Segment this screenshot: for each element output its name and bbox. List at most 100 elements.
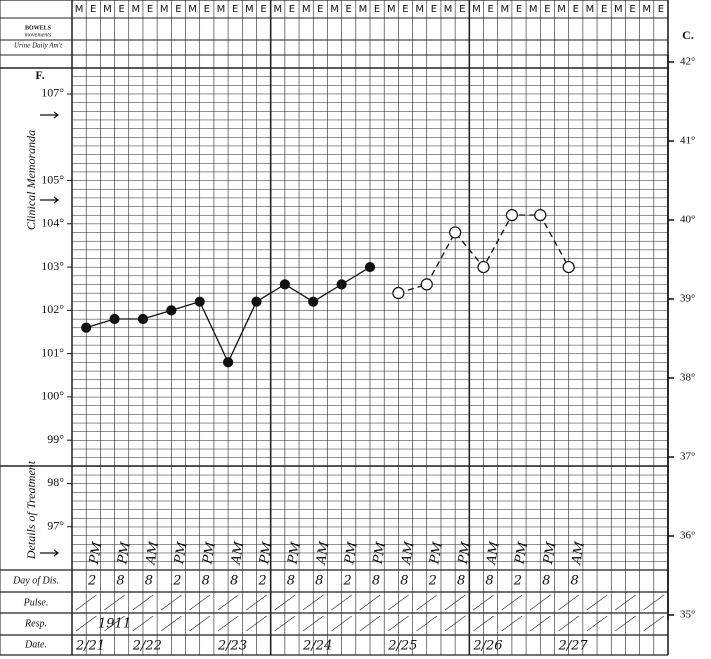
column-header: E: [374, 4, 380, 15]
grid-rule: [104, 615, 125, 632]
column-header: E: [175, 4, 181, 15]
row-label: Day of Dis.: [12, 575, 59, 586]
hour-mark: 8: [542, 574, 550, 589]
column-header: E: [119, 4, 125, 15]
column-header: M: [642, 4, 651, 15]
y-tick-label: 104°: [41, 216, 64, 230]
period-mark: AM: [569, 540, 588, 567]
grid-rule: [75, 615, 97, 632]
hour-mark: 8: [116, 574, 124, 589]
hour-mark: 8: [485, 574, 493, 589]
y2-tick-label: 39°: [680, 293, 695, 305]
column-header: E: [487, 4, 493, 15]
y-tick-label: 99°: [47, 432, 64, 446]
grid-rule: [529, 594, 551, 611]
arrow-icons: [40, 111, 59, 557]
grid-rule: [558, 615, 580, 632]
column-header: M: [245, 4, 254, 15]
grid-rule: [586, 615, 608, 632]
data-point: [109, 313, 120, 325]
date-mark: 2/21: [75, 639, 105, 654]
grid-rule: [359, 615, 381, 632]
column-header: M: [217, 4, 226, 15]
grid-rule: [104, 594, 125, 611]
period-mark: PM: [200, 540, 219, 566]
urine-label: Urine Daily Am't: [14, 42, 63, 50]
grid-rule: [160, 594, 182, 611]
column-header: M: [160, 4, 169, 15]
grid-rule: [274, 594, 296, 611]
y-axis-label: F.: [35, 68, 44, 82]
row-label: Pulse.: [23, 597, 49, 608]
column-header: E: [516, 4, 522, 15]
data-point: [279, 279, 290, 290]
hour-mark: 8: [400, 574, 408, 589]
column-header: E: [204, 4, 210, 15]
grid-rule: [132, 615, 154, 632]
column-header: M: [359, 4, 368, 15]
data-point: [194, 296, 205, 307]
y-tick-label: 103°: [41, 259, 64, 273]
hour-mark: 2: [172, 574, 181, 589]
y2-axis-label: C.: [682, 28, 694, 42]
bowels-label: BOWELS: [25, 25, 52, 31]
data-point: [449, 226, 462, 239]
y-tick-label: 100°: [41, 389, 64, 403]
column-header: M: [586, 4, 595, 15]
column-header: M: [614, 4, 623, 15]
hour-mark: 8: [230, 574, 238, 589]
column-header: E: [346, 4, 352, 15]
row-label: Date.: [24, 639, 47, 650]
data-point: [222, 357, 234, 368]
grid-rule: [615, 594, 636, 611]
data-point: [477, 260, 490, 274]
grid-rule: [274, 615, 296, 632]
y-tick-label: 107°: [41, 86, 64, 100]
column-header: E: [658, 4, 664, 15]
clinical-memoranda-label: Clinical Memoranda: [24, 130, 38, 230]
grid-rule: [359, 594, 381, 611]
y2-tick-label: 42°: [680, 56, 695, 68]
grid-rule: [501, 615, 523, 632]
date-mark: 2/24: [302, 639, 332, 654]
grid-rule: [586, 594, 608, 611]
column-header: E: [232, 4, 238, 15]
grid-rule: [558, 594, 580, 611]
grid-rule: [615, 615, 636, 632]
y-tick-label: 97°: [47, 518, 64, 532]
period-mark: PM: [512, 540, 531, 566]
period-mark: PM: [342, 540, 361, 566]
grid-rule: [189, 594, 211, 611]
hour-mark: 8: [287, 574, 295, 589]
period-mark: PM: [541, 540, 560, 566]
column-header: M: [103, 4, 112, 15]
grid-rule: [160, 615, 182, 632]
column-header: M: [529, 4, 538, 15]
period-mark: PM: [456, 540, 475, 566]
date-mark: 2/26: [472, 639, 502, 654]
period-mark: AM: [399, 540, 418, 567]
data-point: [420, 278, 433, 291]
hour-mark: 8: [372, 574, 380, 589]
column-header: M: [415, 4, 424, 15]
hour-mark: 2: [428, 574, 437, 589]
hour-mark: 8: [457, 574, 465, 589]
hour-mark: 2: [513, 574, 522, 589]
column-header: E: [260, 4, 266, 15]
data-point: [534, 209, 547, 222]
date-mark: 2/22: [132, 639, 162, 654]
column-header: E: [544, 4, 550, 15]
hour-mark: 8: [571, 574, 579, 589]
date-mark: 2/27: [557, 639, 588, 654]
period-mark: PM: [87, 540, 106, 566]
column-header: E: [629, 4, 635, 15]
hour-mark: 2: [342, 574, 351, 589]
y-tick-label: 102°: [41, 302, 64, 316]
grid-rule: [302, 594, 324, 611]
data-point: [392, 286, 405, 300]
data-point: [562, 260, 575, 274]
grid-rule: [444, 594, 466, 611]
y2-tick-label: 40°: [680, 214, 695, 226]
column-header: E: [147, 4, 153, 15]
